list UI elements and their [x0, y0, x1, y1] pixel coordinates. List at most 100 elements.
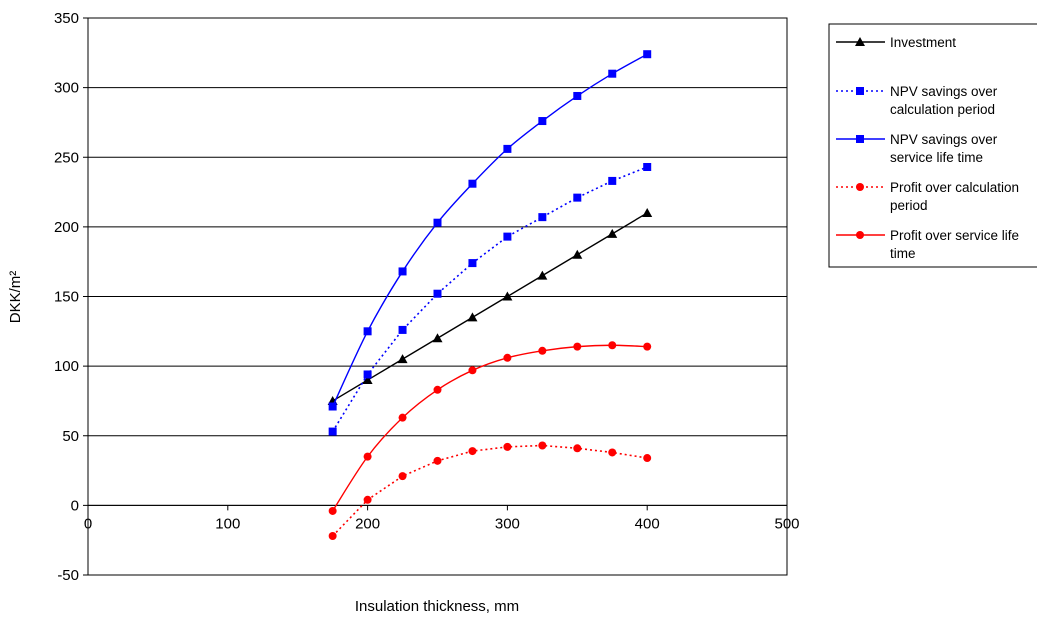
series-1 [328, 162, 652, 436]
legend-marker [856, 183, 864, 191]
legend-label: NPV savings over [890, 132, 998, 147]
legend-label: period [890, 198, 928, 213]
y-tick-label: 0 [71, 497, 79, 514]
data-point [468, 259, 477, 268]
legend-label: Profit over service life [890, 228, 1019, 243]
legend-marker [856, 135, 864, 143]
x-axis-title: Insulation thickness, mm [355, 598, 519, 615]
data-point [468, 366, 477, 375]
series-4 [328, 341, 652, 515]
data-point [467, 312, 478, 322]
legend-entry: Investment [836, 35, 956, 50]
data-point [573, 193, 582, 202]
legend-entry: Profit over calculation period [836, 180, 1019, 213]
data-point [608, 341, 617, 350]
y-tick-label: 50 [62, 428, 79, 445]
plot-area-frame [87, 17, 788, 576]
data-point [538, 346, 547, 355]
y-tick-label: 150 [54, 289, 79, 306]
data-point [573, 342, 582, 351]
data-point [328, 402, 337, 411]
legend-label: calculation period [890, 102, 995, 117]
data-point [433, 385, 442, 394]
data-point [398, 267, 407, 276]
series-line [331, 166, 648, 432]
data-point [363, 495, 372, 504]
legend-entry: NPV savings over service life time [836, 132, 998, 165]
data-point [432, 333, 443, 343]
data-point [433, 218, 442, 227]
series-line [332, 212, 648, 402]
data-point [328, 427, 337, 436]
x-tick-label: 400 [635, 515, 660, 532]
series-2 [328, 50, 652, 411]
x-tick-label: 0 [84, 515, 92, 532]
data-point [398, 325, 407, 334]
legend-entry: Profit over service life time [836, 228, 1019, 261]
legend-label: Investment [890, 35, 956, 50]
axes: -50 0 50 100 150 200 250 300 350 0 100 200 300 400 500 [54, 10, 800, 584]
y-tick-label: 200 [54, 219, 79, 236]
data-point [608, 448, 617, 457]
x-tick-label: 200 [355, 515, 380, 532]
data-point [538, 441, 547, 450]
data-point [433, 456, 442, 465]
data-point [608, 69, 617, 78]
series-line [332, 444, 648, 537]
data-point [573, 91, 582, 100]
data-point [538, 117, 547, 126]
legend-marker [855, 37, 865, 46]
series-line [332, 344, 648, 512]
data-point [502, 291, 513, 301]
data-point [398, 413, 407, 422]
series-3 [328, 441, 652, 541]
legend-entry: NPV savings over calculation period [836, 84, 998, 117]
data-point [503, 232, 512, 241]
data-point [363, 370, 372, 379]
data-point [468, 447, 477, 456]
data-point [538, 213, 547, 222]
data-point [642, 207, 653, 217]
data-point [328, 506, 337, 515]
legend-marker [856, 231, 864, 239]
series-group [327, 50, 653, 541]
data-point [503, 353, 512, 362]
x-tick-label: 300 [495, 515, 520, 532]
legend-box [828, 23, 1037, 268]
data-point [468, 179, 477, 188]
legend-label: Profit over calculation [890, 180, 1019, 195]
data-point [643, 162, 652, 171]
data-point [398, 472, 407, 481]
legend-label: time [890, 246, 916, 261]
y-tick-label: 350 [54, 10, 79, 27]
series-line [332, 53, 648, 407]
legend: Investment NPV savings over calculation pe… [828, 23, 1037, 268]
data-point [503, 144, 512, 153]
data-point [572, 249, 583, 259]
y-tick-label: -50 [57, 567, 79, 584]
y-axis-title: DKK/m² [7, 271, 24, 324]
y-tick-label: 250 [54, 149, 79, 166]
y-tick-label: 100 [54, 358, 79, 375]
y-tick-label: 300 [54, 80, 79, 97]
x-tick-label: 500 [774, 515, 799, 532]
legend-marker [856, 87, 864, 95]
data-point [362, 375, 373, 385]
data-point [643, 342, 652, 351]
data-point [643, 50, 652, 59]
series-0 [327, 207, 653, 405]
data-point [608, 176, 617, 185]
legend-label: service life time [890, 150, 983, 165]
data-point [573, 444, 582, 453]
data-point [363, 327, 372, 336]
data-point [643, 454, 652, 463]
data-point [397, 354, 408, 364]
x-tick-label: 100 [215, 515, 240, 532]
data-point [503, 442, 512, 451]
data-point [537, 270, 548, 280]
data-point [607, 228, 618, 238]
legend-label: NPV savings over [890, 84, 998, 99]
data-point [363, 452, 372, 461]
